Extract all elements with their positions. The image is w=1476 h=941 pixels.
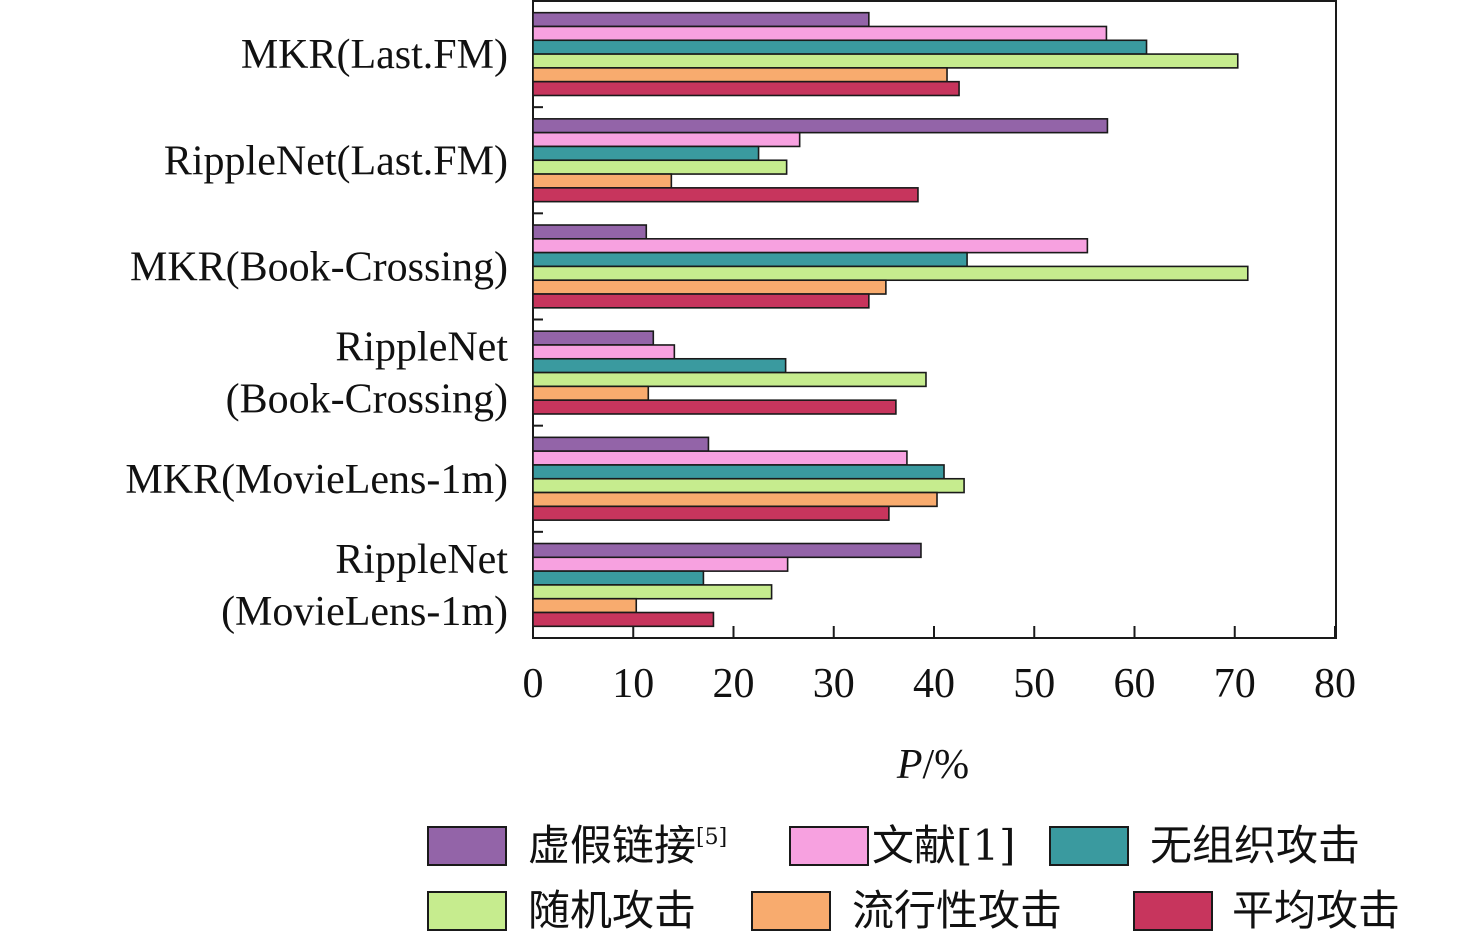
category-label: MKR(Book-Crossing) [130, 244, 508, 290]
bar-series-5-category-1 [532, 187, 919, 203]
bar-series-2-category-1 [532, 145, 760, 162]
legend-swatch [1049, 826, 1129, 866]
bar-series-4-category-5 [532, 597, 638, 614]
legend-label: 文献[1] [872, 821, 1016, 870]
legend-label: 虚假链接[5] [528, 821, 727, 870]
x-tick-label: 70 [1214, 661, 1256, 707]
bar-series-4-category-3 [532, 385, 650, 401]
bar-series-3-category-3 [532, 371, 927, 388]
x-tick-label: 0 [523, 661, 544, 707]
bar-series-1-category-0 [532, 25, 1108, 42]
x-tick-label: 60 [1114, 661, 1156, 707]
bar-series-4-category-2 [532, 279, 887, 295]
legend-label: 无组织攻击 [1150, 821, 1360, 870]
bar-series-0-category-3 [532, 330, 655, 346]
bar-series-5-category-2 [532, 293, 870, 309]
bar-series-0-category-5 [532, 542, 922, 559]
bar-series-5-category-5 [532, 611, 715, 628]
bar-series-3-category-1 [532, 159, 788, 175]
bar-series-4-category-1 [532, 173, 673, 189]
category-label: MKR(Last.FM) [241, 32, 508, 78]
bar-series-1-category-1 [532, 131, 801, 148]
bar-series-2-category-5 [532, 570, 705, 586]
bar-series-0-category-2 [532, 224, 648, 240]
category-labels-group: MKR(Last.FM) RippleNet(Last.FM) MKR(Book-C… [125, 32, 508, 635]
legend-swatch [1133, 891, 1213, 931]
category-label: (Book-Crossing) [226, 377, 508, 423]
bar-series-1-category-5 [532, 556, 789, 572]
x-tick-label: 30 [813, 661, 855, 707]
bars-group [532, 11, 1249, 628]
bar-series-0-category-0 [532, 11, 870, 28]
x-ticks-group: 0 10 20 30 40 50 60 70 80 [523, 626, 1356, 707]
bar-series-2-category-0 [532, 39, 1148, 55]
legend-label: 平均攻击 [1232, 886, 1400, 935]
bar-series-0-category-1 [532, 118, 1109, 134]
bar-series-1-category-4 [532, 450, 908, 466]
bar-series-4-category-4 [532, 491, 938, 508]
x-tick-label: 10 [612, 661, 654, 707]
bar-series-5-category-0 [532, 80, 960, 97]
legend-swatch [789, 826, 869, 866]
bar-series-4-category-0 [532, 67, 948, 83]
bar-series-2-category-3 [532, 357, 787, 374]
bar-series-3-category-0 [532, 53, 1239, 69]
bar-series-5-category-4 [532, 505, 890, 521]
x-tick-label: 20 [713, 661, 755, 707]
bar-series-5-category-3 [532, 399, 897, 415]
bar-series-3-category-5 [532, 584, 773, 600]
bar-series-3-category-2 [532, 265, 1249, 282]
bar-series-3-category-4 [532, 477, 965, 494]
legend-label: 随机攻击 [528, 886, 696, 935]
category-label: (MovieLens-1m) [221, 589, 508, 635]
legend-swatch [427, 891, 507, 931]
bar-series-2-category-2 [532, 251, 968, 268]
x-tick-label: 80 [1314, 661, 1356, 707]
bar-series-1-category-2 [532, 238, 1089, 254]
bar-series-1-category-3 [532, 344, 676, 360]
legend-swatch [751, 891, 831, 931]
plot-frame [532, 0, 1337, 639]
bar-series-0-category-4 [532, 436, 710, 452]
category-label: RippleNet [335, 325, 508, 371]
x-tick-label: 50 [1013, 661, 1055, 707]
legend-swatch [427, 826, 507, 866]
bar-series-2-category-4 [532, 464, 945, 480]
x-axis-title: P/% [896, 742, 969, 788]
category-label: RippleNet(Last.FM) [164, 138, 508, 184]
category-label: MKR(MovieLens-1m) [125, 457, 508, 503]
legend-label: 流行性攻击 [852, 886, 1062, 935]
category-label: RippleNet [335, 537, 508, 583]
x-tick-label: 40 [913, 661, 955, 707]
